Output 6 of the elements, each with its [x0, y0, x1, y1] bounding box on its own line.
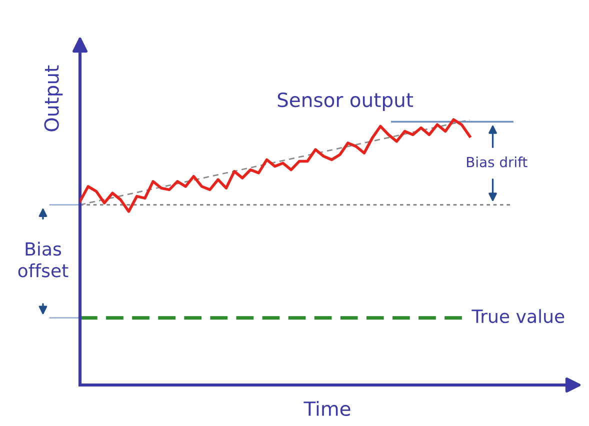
- annotation: Bias drift: [467, 156, 528, 168]
- text: Sensor output: [278, 92, 414, 111]
- y-axis-title: Output: [44, 65, 63, 132]
- ref-line-label: True value: [472, 309, 564, 324]
- x-axis-title: Time: [304, 400, 350, 416]
- text: Bias offset: [18, 242, 68, 278]
